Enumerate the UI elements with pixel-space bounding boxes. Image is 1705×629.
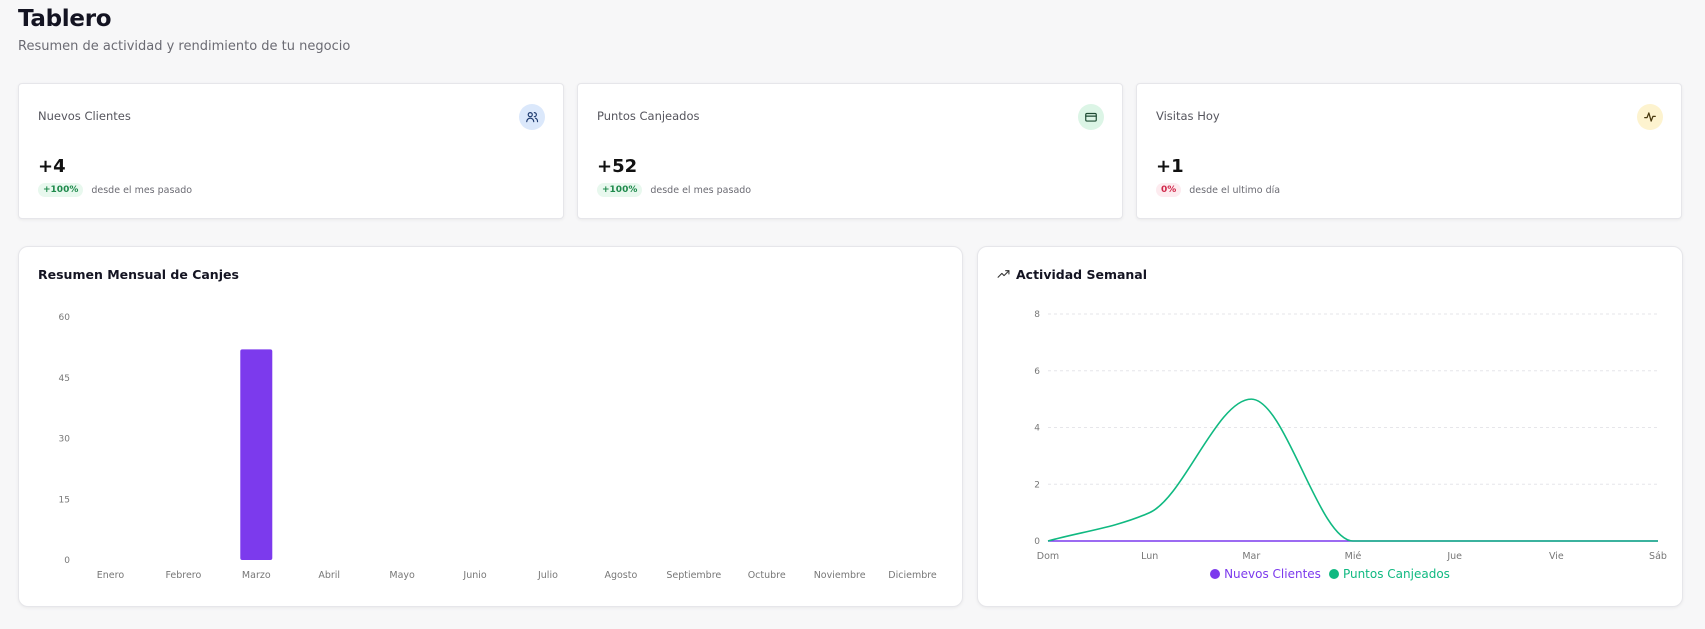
change-badge: +100% <box>597 183 643 197</box>
change-text: desde el ultimo día <box>1189 184 1281 196</box>
page-subtitle: Resumen de actividad y rendimiento de tu… <box>18 39 351 54</box>
monthly-bar-chart: 0 15 30 45 60 Enero Febrero Marzo Abril Mayo Junio… <box>59 313 937 581</box>
credit-card-icon <box>1078 104 1104 130</box>
x-tick-label: Mar <box>1242 551 1260 562</box>
weekly-activity-card: Actividad Semanal 0 2 4 6 8 Dom Lun Mar Mié Jue Vi… <box>977 246 1683 607</box>
legend-dot <box>1328 569 1339 579</box>
change-badge: +100% <box>38 183 84 197</box>
change-badge: 0% <box>1156 183 1182 197</box>
change-text: desde el mes pasado <box>91 184 193 196</box>
x-tick-label: Junio <box>462 570 486 581</box>
x-tick-label: Sáb <box>1649 551 1667 562</box>
users-icon <box>519 104 545 130</box>
page-title: Tablero <box>18 6 112 32</box>
y-tick-label: 0 <box>1034 537 1040 547</box>
stat-label: Nuevos Clientes <box>38 109 131 123</box>
chart-legend: Nuevos Clientes Puntos Canjeados <box>978 567 1682 581</box>
legend-label: Puntos Canjeados <box>1342 567 1450 581</box>
x-tick-label: Septiembre <box>666 570 721 581</box>
chart-title-text: Actividad Semanal <box>1016 267 1148 282</box>
stat-value: +52 <box>597 156 638 177</box>
x-tick-label: Agosto <box>604 570 637 581</box>
x-tick-label: Dom <box>1037 551 1059 562</box>
x-tick-label: Enero <box>97 570 125 581</box>
stat-card-new-clients: Nuevos Clientes +4 +100% desde el mes pa… <box>18 83 564 219</box>
x-tick-label: Mié <box>1345 551 1362 562</box>
stat-card-points-redeemed: Puntos Canjeados +52 +100% desde el mes … <box>577 83 1123 219</box>
x-tick-label: Noviembre <box>814 570 866 581</box>
y-tick-label: 0 <box>64 556 70 566</box>
series-line-1[interactable] <box>1047 398 1658 542</box>
chart-title: Resumen Mensual de Canjes <box>38 267 239 282</box>
legend-dot <box>1210 569 1221 579</box>
x-tick-label: Vie <box>1549 551 1564 562</box>
stat-value: +1 <box>1156 156 1184 177</box>
y-tick-label: 8 <box>1034 310 1040 320</box>
x-tick-label: Marzo <box>242 570 271 581</box>
legend-label: Nuevos Clientes <box>1224 567 1321 581</box>
x-tick-label: Julio <box>537 570 558 581</box>
x-tick-label: Diciembre <box>888 570 937 581</box>
stat-change: +100% desde el mes pasado <box>597 183 751 197</box>
x-tick-label: Jue <box>1446 551 1462 562</box>
legend-item-nuevos-clientes[interactable]: Nuevos Clientes <box>1210 567 1321 581</box>
monthly-redemptions-card: Resumen Mensual de Canjes 0 15 30 45 60 Enero… <box>18 246 963 607</box>
stat-label: Puntos Canjeados <box>597 109 700 123</box>
x-tick-label: Febrero <box>165 570 201 581</box>
stat-change: +100% desde el mes pasado <box>38 183 192 197</box>
stat-label: Visitas Hoy <box>1156 109 1220 123</box>
x-tick-label: Lun <box>1141 551 1158 562</box>
stat-value: +4 <box>38 156 66 177</box>
activity-icon <box>1637 104 1663 130</box>
stat-change: 0% desde el ultimo día <box>1156 183 1280 197</box>
y-tick-label: 45 <box>59 374 70 384</box>
trending-up-icon <box>997 268 1010 281</box>
chart-title: Actividad Semanal <box>997 267 1147 282</box>
x-tick-label: Abril <box>318 570 340 581</box>
x-tick-label: Octubre <box>748 570 786 581</box>
y-tick-label: 6 <box>1034 367 1040 377</box>
stat-card-visits-today: Visitas Hoy +1 0% desde el ultimo día <box>1136 83 1682 219</box>
y-tick-label: 2 <box>1034 480 1040 490</box>
y-tick-label: 15 <box>59 495 70 505</box>
weekly-line-chart: 0 2 4 6 8 Dom Lun Mar Mié Jue Vie Sáb <box>1034 310 1667 562</box>
change-text: desde el mes pasado <box>650 184 752 196</box>
y-tick-label: 30 <box>59 435 71 445</box>
bar-marzo[interactable] <box>240 349 273 560</box>
y-tick-label: 4 <box>1034 424 1040 434</box>
legend-item-puntos-canjeados[interactable]: Puntos Canjeados <box>1328 567 1450 581</box>
x-tick-label: Mayo <box>389 570 415 581</box>
y-tick-label: 60 <box>59 313 71 323</box>
